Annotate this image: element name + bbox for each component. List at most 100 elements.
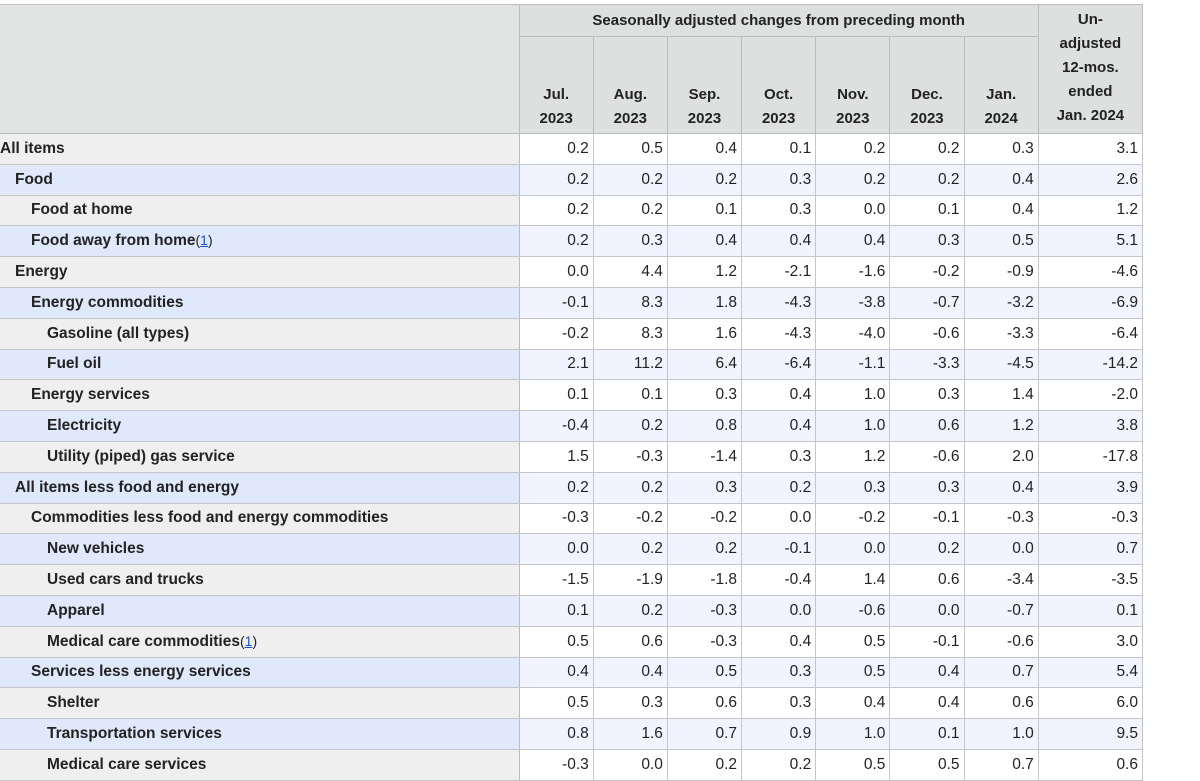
monthly-change-cell: -0.4 bbox=[741, 564, 817, 596]
monthly-change-cell: 0.5 bbox=[518, 625, 594, 658]
monthly-change-cell: 0.4 bbox=[741, 379, 817, 412]
row-label-cell: Food away from home(1) bbox=[0, 225, 520, 258]
table-row: Commodities less food and energy commodi… bbox=[0, 502, 1144, 535]
twelve-month-change-cell: -17.8 bbox=[1037, 440, 1144, 473]
twelve-month-change-cell: 0.6 bbox=[1037, 748, 1144, 781]
monthly-change-cell: 0.0 bbox=[518, 256, 594, 288]
monthly-change-cell: 0.4 bbox=[592, 656, 668, 689]
monthly-change-cell: -0.3 bbox=[518, 748, 594, 781]
monthly-change-cell: 0.3 bbox=[889, 379, 965, 412]
monthly-change-cell: 0.0 bbox=[963, 533, 1039, 566]
table-row: Transportation services 0.8 1.6 0.7 0.9 1.0 0.… bbox=[0, 718, 1144, 750]
monthly-change-cell: 0.0 bbox=[741, 594, 817, 627]
monthly-change-cell: 0.1 bbox=[666, 194, 743, 227]
monthly-change-cell: 0.1 bbox=[518, 594, 594, 627]
monthly-change-cell: 0.4 bbox=[889, 656, 965, 689]
monthly-change-cell: -3.2 bbox=[963, 286, 1039, 319]
monthly-change-cell: -0.3 bbox=[666, 594, 743, 627]
table-row: Medical care commodities(1) 0.5 0.6 -0.3 0.4… bbox=[0, 625, 1144, 658]
row-label-cell: Utility (piped) gas service bbox=[0, 440, 520, 473]
row-label: Gasoline (all types) bbox=[47, 324, 190, 342]
year-label: 2023 bbox=[687, 110, 722, 127]
monthly-change-cell: 0.2 bbox=[889, 533, 965, 566]
monthly-change-cell: 0.4 bbox=[963, 471, 1039, 504]
monthly-change-cell: 0.4 bbox=[741, 225, 817, 258]
monthly-change-cell: 2.1 bbox=[518, 348, 594, 381]
twelve-month-change-cell: -6.4 bbox=[1037, 317, 1144, 350]
month-header-1: Jul. 2023 bbox=[518, 36, 594, 134]
monthly-change-cell: 1.0 bbox=[815, 379, 891, 412]
monthly-change-cell: -1.6 bbox=[815, 256, 891, 288]
row-label-cell: Electricity bbox=[0, 410, 520, 442]
row-label: Apparel bbox=[47, 601, 105, 619]
row-label: All items bbox=[0, 139, 65, 157]
footnote-link[interactable]: 1 bbox=[244, 632, 253, 649]
monthly-change-cell: -4.3 bbox=[741, 317, 817, 350]
row-label-cell: Energy services bbox=[0, 379, 520, 412]
row-label-cell: Gasoline (all types) bbox=[0, 317, 520, 350]
month-header-7: Jan. 2024 bbox=[963, 36, 1039, 134]
twelve-month-change-cell: 5.1 bbox=[1037, 225, 1144, 258]
month-header-row: Jul. 2023 Aug. 2023 Sep. 2023 Oct. 2023 Nov. 2023… bbox=[0, 36, 1143, 134]
monthly-change-cell: 0.2 bbox=[592, 594, 668, 627]
monthly-change-cell: -6.4 bbox=[741, 348, 817, 381]
monthly-change-cell: 0.3 bbox=[741, 440, 817, 473]
monthly-change-cell: -4.5 bbox=[963, 348, 1039, 381]
monthly-change-cell: -1.9 bbox=[592, 564, 668, 596]
monthly-change-cell: 0.1 bbox=[518, 379, 594, 412]
footnote-link[interactable]: 1 bbox=[200, 232, 208, 249]
row-label: Food bbox=[15, 170, 53, 188]
monthly-change-cell: 0.9 bbox=[741, 718, 817, 750]
monthly-change-cell: -3.3 bbox=[963, 317, 1039, 350]
monthly-change-cell: 0.3 bbox=[963, 133, 1039, 165]
row-label: Medical care services bbox=[47, 755, 207, 773]
twelve-month-change-cell: 0.7 bbox=[1037, 533, 1144, 566]
row-label: Electricity bbox=[47, 417, 122, 435]
monthly-change-cell: 0.6 bbox=[592, 625, 668, 658]
twelve-month-change-cell: 2.6 bbox=[1037, 163, 1144, 196]
unadjusted-header-line: Un- bbox=[1077, 11, 1103, 28]
monthly-change-cell: 0.0 bbox=[518, 533, 594, 566]
monthly-change-cell: 0.1 bbox=[741, 133, 817, 165]
monthly-change-cell: 0.2 bbox=[741, 471, 817, 504]
monthly-change-cell: -0.2 bbox=[666, 502, 743, 535]
monthly-change-cell: 8.3 bbox=[592, 317, 668, 350]
monthly-change-cell: 0.4 bbox=[815, 687, 891, 720]
row-label: Food away from home bbox=[31, 232, 196, 250]
monthly-change-cell: 0.5 bbox=[889, 748, 965, 781]
row-label-cell: New vehicles bbox=[0, 533, 520, 566]
monthly-change-cell: -0.6 bbox=[815, 594, 891, 627]
monthly-change-cell: 0.2 bbox=[592, 194, 668, 227]
monthly-change-cell: 1.6 bbox=[592, 718, 668, 750]
monthly-change-cell: 0.5 bbox=[963, 225, 1039, 258]
month-label: Aug. bbox=[613, 86, 647, 103]
year-label: 2023 bbox=[910, 110, 944, 127]
row-label-cell: Transportation services bbox=[0, 718, 520, 750]
monthly-change-cell: -1.4 bbox=[666, 440, 743, 473]
monthly-change-cell: -0.3 bbox=[666, 625, 743, 658]
twelve-month-change-cell: -0.3 bbox=[1037, 502, 1144, 535]
row-label: New vehicles bbox=[47, 540, 145, 558]
monthly-change-cell: 1.2 bbox=[666, 256, 743, 288]
header-corner-cell bbox=[0, 4, 520, 134]
twelve-month-change-cell: -3.5 bbox=[1037, 564, 1144, 596]
monthly-change-cell: 0.2 bbox=[518, 225, 594, 258]
row-label: Fuel oil bbox=[47, 355, 102, 373]
seasonal-group-header: Seasonally adjusted changes from precedi… bbox=[518, 4, 1039, 37]
twelve-month-change-cell: 5.4 bbox=[1037, 656, 1144, 689]
table-row: Used cars and trucks -1.5 -1.9 -1.8 -0.4 1.4 0… bbox=[0, 564, 1144, 596]
row-label-cell: Food bbox=[0, 163, 520, 196]
monthly-change-cell: -1.8 bbox=[666, 564, 743, 596]
monthly-change-cell: 0.2 bbox=[518, 471, 594, 504]
row-label: Used cars and trucks bbox=[47, 571, 204, 589]
monthly-change-cell: 6.4 bbox=[666, 348, 743, 381]
unadjusted-header-line: adjusted bbox=[1059, 35, 1122, 52]
table-row: Food 0.2 0.2 0.2 0.3 0.2 0.2 0.4 2.6 bbox=[0, 163, 1144, 196]
monthly-change-cell: -3.3 bbox=[889, 348, 965, 381]
monthly-change-cell: 1.0 bbox=[963, 718, 1039, 750]
footnote-paren: ) bbox=[207, 232, 213, 249]
monthly-change-cell: 0.2 bbox=[518, 194, 594, 227]
twelve-month-change-cell: 3.9 bbox=[1037, 471, 1144, 504]
monthly-change-cell: 0.3 bbox=[592, 225, 668, 258]
month-label: Dec. bbox=[911, 86, 943, 103]
